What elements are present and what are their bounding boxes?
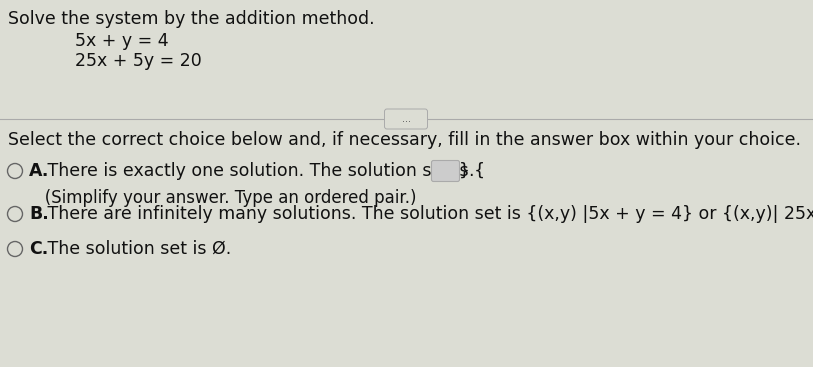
Text: B.: B. (29, 205, 49, 223)
Text: A.: A. (29, 162, 50, 180)
Text: There are infinitely many solutions. The solution set is {(x,y) |5x + y = 4} or : There are infinitely many solutions. The… (42, 205, 813, 223)
Text: Solve the system by the addition method.: Solve the system by the addition method. (8, 10, 375, 28)
Text: (Simplify your answer. Type an ordered pair.): (Simplify your answer. Type an ordered p… (29, 189, 416, 207)
Text: 5x + y = 4: 5x + y = 4 (75, 32, 168, 50)
FancyBboxPatch shape (385, 109, 428, 129)
Text: Select the correct choice below and, if necessary, fill in the answer box within: Select the correct choice below and, if … (8, 131, 801, 149)
FancyBboxPatch shape (432, 160, 459, 182)
Text: ...: ... (402, 114, 411, 124)
Text: The solution set is Ø.: The solution set is Ø. (42, 240, 231, 258)
Text: C.: C. (29, 240, 48, 258)
Text: There is exactly one solution. The solution set is {: There is exactly one solution. The solut… (42, 162, 485, 180)
Text: }.: }. (459, 162, 475, 180)
Text: 25x + 5y = 20: 25x + 5y = 20 (75, 52, 202, 70)
